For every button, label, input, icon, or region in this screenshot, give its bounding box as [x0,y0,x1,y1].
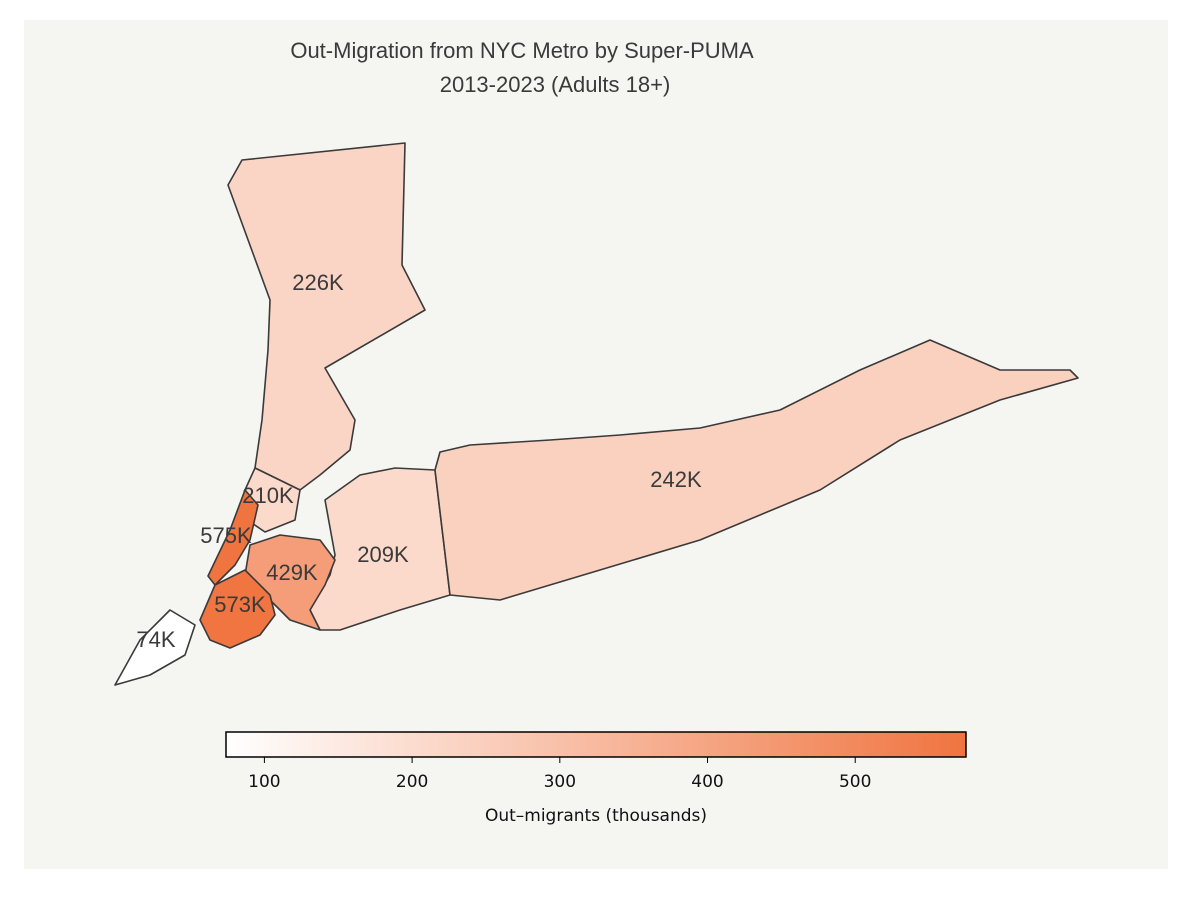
subtitle: 2013-2023 (Adults 18+) [440,72,671,97]
region-label: 242K [650,467,702,492]
region-label: 210K [242,483,294,508]
colorbar-tick-label: 200 [396,772,428,792]
colorbar-tick-label: 100 [248,772,280,792]
region [114,609,196,686]
colorbar-label: Out–migrants (thousands) [485,806,707,826]
colorbar-tick-label: 400 [691,772,723,792]
colorbar-tick-label: 300 [544,772,576,792]
region-label: 74K [136,627,175,652]
region-label: 573K [214,592,266,617]
region [199,569,276,649]
colorbar-tick-label: 500 [839,772,871,792]
region-label: 429K [266,560,318,585]
title: Out-Migration from NYC Metro by Super-PU… [290,38,754,63]
region-label: 226K [292,270,344,295]
region-label: 575K [200,523,252,548]
colorbar [225,731,967,758]
region [207,489,259,586]
region-label: 209K [357,542,409,567]
region [227,142,426,491]
region [434,339,1079,601]
